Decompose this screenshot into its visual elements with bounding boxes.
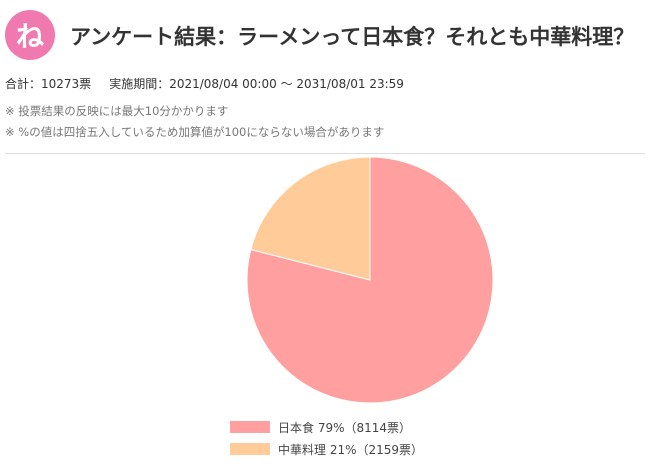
- legend-item-chinese: 中華料理 21%（2159票）: [230, 438, 423, 460]
- divider: [5, 153, 645, 154]
- legend-label-japanese: 日本食 79%（8114票）: [278, 420, 412, 435]
- legend-item-japanese: 日本食 79%（8114票）: [230, 416, 423, 438]
- poll-meta: 合計：10273票 実施期間：2021/08/04 00:00 〜 2031/08…: [5, 75, 404, 92]
- total-votes: 合計：10273票: [5, 77, 92, 91]
- logo-text: ね: [15, 20, 44, 53]
- legend-swatch-japanese: [230, 421, 270, 433]
- site-logo[interactable]: ね: [5, 10, 55, 60]
- legend-swatch-chinese: [230, 443, 270, 455]
- header: ね アンケート結果：ラーメンって日本食？それとも中華料理？: [0, 0, 650, 70]
- chart-legend: 日本食 79%（8114票） 中華料理 21%（2159票）: [230, 416, 423, 460]
- poll-period: 実施期間：2021/08/04 00:00 〜 2031/08/01 23:59: [109, 77, 404, 91]
- note-reflection-delay: ※ 投票結果の反映には最大10分かかります: [5, 104, 229, 118]
- legend-label-chinese: 中華料理 21%（2159票）: [278, 442, 424, 457]
- note-rounding: ※ %の値は四捨五入しているため加算値が100にならない場合があります: [5, 125, 385, 139]
- pie-slice-chinese: [250, 156, 371, 281]
- page-title: アンケート結果：ラーメンって日本食？それとも中華料理？: [70, 25, 635, 49]
- pie-chart: [246, 156, 494, 404]
